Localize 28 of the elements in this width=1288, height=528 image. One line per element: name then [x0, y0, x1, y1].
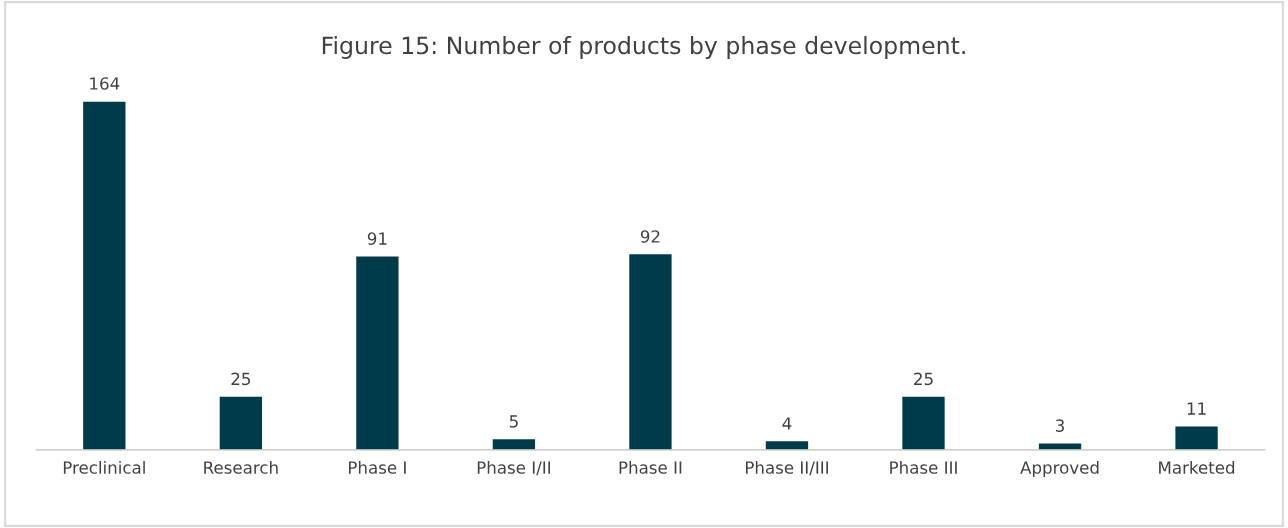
bar: [492, 439, 536, 450]
data-label: 4: [782, 417, 792, 430]
data-label: 5: [509, 415, 518, 428]
data-label: 164: [90, 77, 120, 90]
x-tick-label: Preclinical: [63, 460, 145, 474]
x-tick-label: Phase I/II: [477, 460, 550, 476]
data-label: 3: [1055, 419, 1064, 432]
data-label: 25: [914, 372, 933, 386]
bar: [902, 396, 945, 450]
bar: [1175, 426, 1218, 450]
bar: [629, 254, 672, 450]
x-tick-label: Approved: [1020, 460, 1099, 478]
x-tick-label: Research: [204, 460, 278, 474]
x-tick-label: Marketed: [1159, 460, 1235, 474]
bar: [1038, 443, 1082, 450]
bar: [219, 396, 263, 450]
data-label: 11: [1187, 402, 1206, 415]
bar: [356, 256, 399, 450]
data-label: 25: [231, 372, 250, 386]
x-tick-label: Phase II: [619, 460, 682, 474]
bar: [765, 441, 809, 450]
bar: [83, 101, 126, 450]
data-label: 91: [367, 232, 387, 245]
x-tick-label: Phase III: [890, 460, 957, 474]
chart-title: Figure 15: Number of products by phase development.: [322, 36, 965, 59]
x-tick-label: Phase I: [349, 460, 406, 474]
data-label: 92: [640, 230, 660, 243]
x-tick-label: Phase II/III: [745, 460, 828, 476]
